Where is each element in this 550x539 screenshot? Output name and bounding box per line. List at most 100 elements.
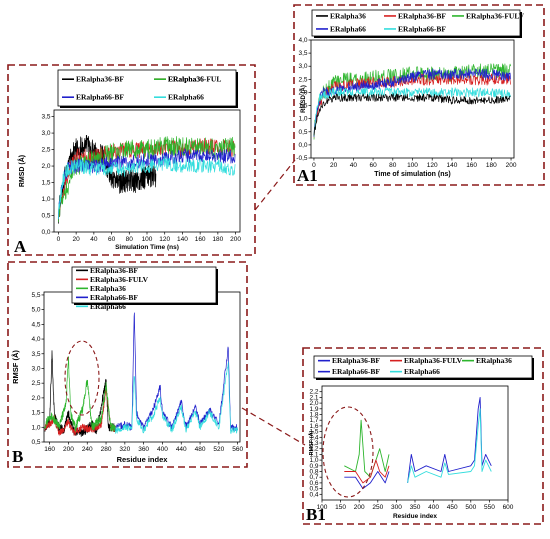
legend-box: [311, 9, 521, 37]
legend-label: ERalpha66: [330, 24, 366, 33]
panel-b1-border: [302, 347, 544, 525]
y-tick-label: 1,9: [309, 406, 318, 413]
y-tick-label: 3,0: [298, 63, 307, 70]
charts-layer: 0 20 40 60 80 100 120 140 160 180 2000,00,51,01,52…: [11, 9, 534, 524]
panel-a1-border: [293, 4, 545, 186]
x-axis-label: Time of simulation (ns): [374, 171, 451, 178]
y-tick-label: 1,5: [309, 429, 318, 436]
y-tick-label: 1,0: [298, 116, 307, 123]
x-tick-label: 40: [90, 236, 98, 243]
x-tick-label: 180: [486, 162, 497, 169]
series-line: [313, 73, 511, 138]
legend-label: ERalpha36-BF: [90, 266, 138, 275]
series-group: [344, 396, 492, 490]
y-tick-label: 2,5: [31, 380, 40, 387]
y-tick-label: 0,5: [41, 213, 50, 220]
legend-label: ERalpha36-BF: [398, 11, 446, 20]
y-tick-label: 0,7: [309, 474, 318, 481]
y-tick-label: 0,4: [309, 491, 318, 498]
panel-a-border: [7, 64, 256, 256]
panel-label: B1: [306, 505, 326, 524]
y-tick-label: 1,4: [309, 434, 318, 441]
x-tick-label: 40: [350, 162, 358, 169]
x-tick-label: 160: [195, 236, 206, 243]
chart-a: 0 20 40 60 80 100 120 140 160 180 200 0,0 0,5 1,0 1,5 2…: [14, 69, 241, 256]
y-tick-label: 1,5: [41, 180, 50, 187]
x-tick-label: 280: [101, 446, 112, 453]
series-line: [44, 356, 116, 432]
series-line: [313, 93, 511, 136]
x-tick-label: 100: [317, 504, 328, 511]
y-tick-label: 0,8: [309, 469, 318, 476]
x-tick-label: 200: [230, 236, 241, 243]
x-tick-label: 160: [44, 446, 55, 453]
y-tick-label: 1,1: [309, 451, 318, 458]
x-tick-label: 560: [232, 446, 243, 453]
series-line: [344, 419, 390, 478]
y-tick-label: 1,0: [309, 457, 318, 464]
y-tick-label: 3,5: [41, 114, 50, 121]
x-tick-label: 350: [410, 504, 421, 511]
x-tick-label: 360: [138, 446, 149, 453]
x-tick-label: 200: [354, 504, 365, 511]
y-tick-label: 0,6: [309, 480, 318, 487]
x-tick-label: 80: [389, 162, 397, 169]
x-tick-label: 60: [369, 162, 377, 169]
panel-label: B: [12, 447, 23, 466]
x-tick-label: 320: [119, 446, 130, 453]
series-line: [407, 408, 492, 483]
x-tick-label: 100: [407, 162, 418, 169]
y-tick-label: 4,0: [31, 336, 40, 343]
legend-label: ERalpha36-BF: [332, 356, 380, 365]
series-group: [313, 63, 511, 140]
y-tick-label: -0,5: [296, 155, 308, 162]
y-tick-label: 0,5: [298, 129, 307, 136]
legend-box: [71, 266, 217, 304]
y-axis-label: RMSF (Å): [11, 350, 20, 384]
chart-a1: 0 20 40 60 80 100 120 140 160 180 200 -0,5 0,0 0,5 1,0…: [296, 9, 525, 185]
y-tick-label: 1,3: [309, 440, 318, 447]
x-tick-label: 20: [330, 162, 338, 169]
legend-label: ERalpha66-BF: [90, 293, 138, 302]
x-tick-label: 550: [484, 504, 495, 511]
panel-b-border: [7, 261, 248, 468]
x-tick-label: 300: [391, 504, 402, 511]
legend-label: ERalpha36-FULV: [90, 275, 149, 284]
x-tick-label: 400: [157, 446, 168, 453]
series-line: [344, 471, 390, 490]
x-tick-label: 600: [503, 504, 514, 511]
x-tick-label: 0: [312, 162, 316, 169]
x-tick-label: 120: [427, 162, 438, 169]
legend-label: ERalpha36: [168, 75, 204, 84]
y-tick-label: 1,7: [309, 417, 318, 424]
legend-label: ERalpha36: [330, 11, 366, 20]
y-tick-label: 1,0: [41, 196, 50, 203]
y-tick-label: 0,0: [41, 229, 50, 236]
x-tick-label: 520: [213, 446, 224, 453]
connector-b-b1: [241, 407, 306, 446]
x-axis-label: Simulation Time (ns): [115, 244, 179, 251]
legend-box: [313, 355, 533, 379]
x-tick-label: 450: [447, 504, 458, 511]
y-tick-label: 3,0: [31, 365, 40, 372]
highlight-ellipse-b: [64, 340, 100, 416]
y-axis-label: RMSD (Å): [300, 85, 307, 113]
x-axis-label: Residue index: [117, 455, 169, 464]
legend-label: ERalpha66-BF: [398, 24, 446, 33]
x-tick-label: 200: [506, 162, 517, 169]
legend-label: ERalpha36-FUL: [168, 75, 221, 84]
y-tick-label: 2,5: [298, 76, 307, 83]
panel-label: A1: [297, 166, 318, 185]
x-tick-label: 60: [108, 236, 116, 243]
series-group: [58, 135, 236, 224]
y-tick-label: 2,0: [41, 163, 50, 170]
y-tick-label: 3,5: [31, 351, 40, 358]
x-tick-label: 480: [195, 446, 206, 453]
connector-a-a1: [254, 159, 296, 211]
x-tick-label: 160: [466, 162, 477, 169]
legend-label: ERalpha36-FULV: [466, 11, 525, 20]
legend-label: ERalpha66: [168, 93, 204, 102]
legend-label: ERalpha36-BF: [76, 75, 124, 84]
panel-label: A: [14, 237, 27, 256]
y-tick-label: 4,5: [31, 321, 40, 328]
